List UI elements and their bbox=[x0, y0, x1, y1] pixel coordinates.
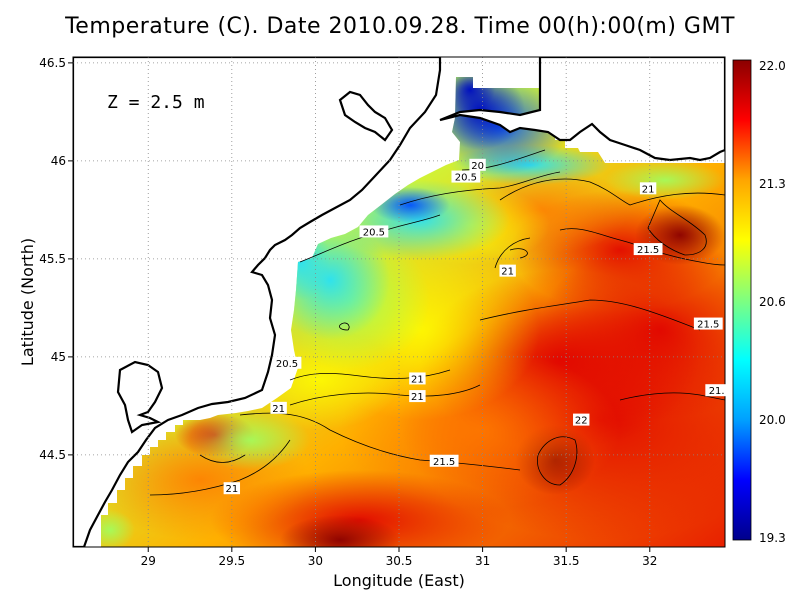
contour-label-box bbox=[451, 170, 481, 183]
y-tick-label: 46 bbox=[51, 154, 66, 168]
contour-label-box bbox=[270, 401, 287, 414]
map-plot-area bbox=[72, 56, 726, 548]
x-tick-label: 30.5 bbox=[386, 554, 413, 568]
colorbar-label: 20.0 bbox=[759, 413, 786, 427]
x-axis-label: Longitude (East) bbox=[333, 571, 465, 590]
contour-labels: 2020.520.5212121.521.520.521212121.2221.… bbox=[223, 158, 728, 495]
x-tick-label: 31.5 bbox=[553, 554, 580, 568]
contour-label-box bbox=[409, 372, 426, 385]
colorbar-label: 20.6 bbox=[759, 295, 786, 309]
x-tick-label: 31 bbox=[475, 554, 490, 568]
contour-label: 21 bbox=[272, 404, 285, 415]
contour-label: 21 bbox=[501, 267, 514, 278]
contour-label-box bbox=[359, 225, 389, 238]
x-axis-ticks: 29 29.5 30 30.5 31 31.5 32 bbox=[141, 547, 657, 568]
contour-label-box bbox=[469, 158, 486, 171]
contour-label-box bbox=[429, 454, 459, 467]
contour-label: 21.5 bbox=[637, 245, 659, 256]
contour-label-box bbox=[705, 384, 728, 397]
y-axis-label: Latitude (North) bbox=[18, 238, 37, 366]
x-tick-label: 32 bbox=[642, 554, 657, 568]
colorbar-label: 19.3 bbox=[759, 531, 786, 545]
contour-label: 21 bbox=[225, 484, 238, 495]
x-tick-label: 30 bbox=[308, 554, 323, 568]
depth-label: Z = 2.5 m bbox=[107, 92, 205, 113]
x-tick-label: 29.5 bbox=[218, 554, 245, 568]
coastline bbox=[73, 57, 725, 547]
map-grid bbox=[73, 57, 725, 547]
contour-label-box bbox=[409, 390, 426, 403]
colorbar-scale bbox=[732, 59, 752, 541]
contour-label-box bbox=[499, 264, 516, 277]
contour-label: 21 bbox=[411, 374, 424, 385]
colorbar-labels: 22.0 21.3 20.6 20.0 19.3 bbox=[759, 59, 786, 545]
temperature-field bbox=[73, 57, 725, 547]
contour-label-box bbox=[272, 356, 302, 369]
contour-label-box bbox=[633, 243, 663, 256]
map-title: Temperature (C). Date 2010.09.28. Time 0… bbox=[65, 14, 735, 39]
contour-label: 21. bbox=[709, 386, 725, 397]
x-tick-label: 29 bbox=[141, 554, 156, 568]
contour-lines bbox=[149, 149, 725, 496]
colorbar: 22.0 21.3 20.6 20.0 19.3 bbox=[732, 59, 786, 545]
contour-label-box bbox=[223, 482, 241, 495]
contour-label: 22 bbox=[575, 416, 588, 427]
y-tick-label: 45.5 bbox=[39, 252, 66, 266]
contour-label-box bbox=[573, 413, 590, 426]
contour-label: 20.5 bbox=[276, 359, 298, 370]
contour-label: 20.5 bbox=[363, 227, 385, 238]
y-tick-label: 45 bbox=[51, 350, 66, 364]
colorbar-label: 21.3 bbox=[759, 177, 786, 191]
y-axis-ticks: 44.5 45 45.5 46 46.5 bbox=[39, 56, 73, 462]
contour-label: 21 bbox=[642, 184, 655, 195]
contour-label: 21.5 bbox=[697, 320, 719, 331]
contour-label: 20.5 bbox=[455, 173, 477, 184]
contour-label-box bbox=[693, 317, 723, 330]
contour-label-box bbox=[639, 182, 657, 195]
contour-label: 21 bbox=[411, 392, 424, 403]
y-tick-label: 46.5 bbox=[39, 56, 66, 70]
y-tick-label: 44.5 bbox=[39, 448, 66, 462]
colorbar-label: 22.0 bbox=[759, 59, 786, 73]
contour-label: 20 bbox=[471, 161, 484, 172]
contour-label: 21.5 bbox=[433, 457, 455, 468]
